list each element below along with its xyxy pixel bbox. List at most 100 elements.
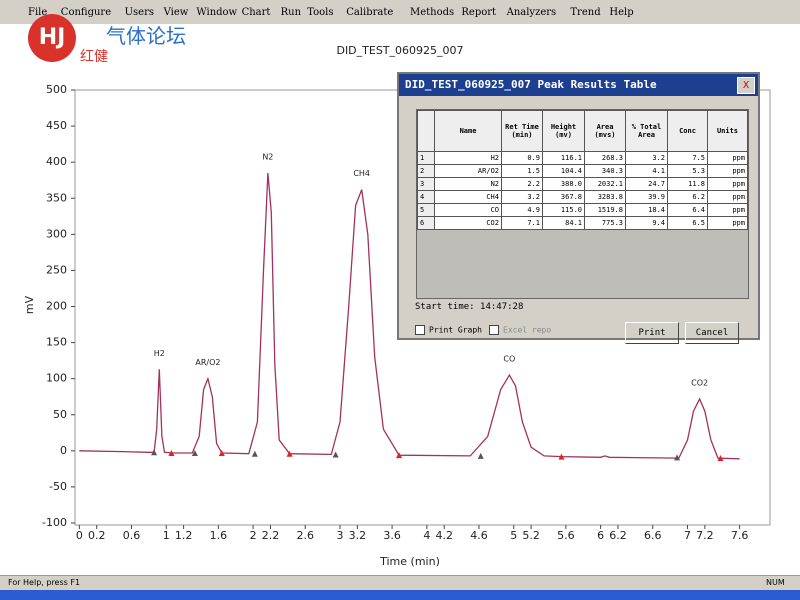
peak-end-marker (558, 453, 565, 460)
menu-item[interactable]: File (28, 7, 48, 18)
table-cell: 1.5 (501, 164, 543, 178)
x-tick-label: 6.2 (609, 529, 627, 542)
peak-end-marker (286, 450, 293, 457)
y-tick-label: 500 (46, 83, 67, 96)
peak-start-marker (251, 450, 258, 457)
table-cell: ppm (707, 177, 748, 191)
table-cell: 775.3 (584, 216, 626, 230)
column-header: Name (434, 110, 502, 152)
column-header: Ret Time (min) (501, 110, 543, 152)
table-cell: 2.2 (501, 177, 543, 191)
table-cell: ppm (707, 190, 748, 204)
watermark-title: 气体论坛 (106, 24, 186, 48)
menu-item[interactable]: View (163, 7, 189, 18)
menu-item[interactable]: Run (280, 7, 302, 18)
row-index: 6 (417, 216, 435, 230)
y-tick-label: -100 (42, 516, 67, 529)
y-tick-label: 400 (46, 155, 67, 168)
table-cell: 104.4 (542, 164, 585, 178)
table-cell: ppm (707, 151, 748, 165)
x-tick-label: 5.6 (557, 529, 575, 542)
menu-item[interactable]: Tools (307, 7, 334, 18)
peak-end-marker (218, 449, 225, 456)
x-tick-label: 4.6 (470, 529, 488, 542)
peak-label: N2 (262, 152, 273, 161)
print-button[interactable]: Print (625, 322, 679, 344)
table-cell: 84.1 (542, 216, 585, 230)
table-cell: 4.9 (501, 203, 543, 217)
x-tick-label: 7 (684, 529, 691, 542)
x-tick-label: 2.2 (262, 529, 280, 542)
column-header: Conc (667, 110, 708, 152)
x-tick-label: 3.6 (383, 529, 401, 542)
row-index: 3 (417, 177, 435, 191)
table-cell: 6.5 (667, 216, 708, 230)
menu-item[interactable]: Users (124, 7, 154, 18)
watermark-subtitle: 红健 (80, 49, 108, 65)
table-cell: 11.8 (667, 177, 708, 191)
row-index: 5 (417, 203, 435, 217)
table-cell: ppm (707, 203, 748, 217)
excel-checkbox[interactable]: Excel repo (489, 325, 551, 335)
checkbox-label: Print Graph (429, 325, 482, 335)
table-cell: 6.4 (667, 203, 708, 217)
peak-label: CO (503, 355, 515, 364)
menu-item[interactable]: Methods (410, 7, 455, 18)
menu-item[interactable]: Configure (60, 7, 112, 18)
table-cell: 115.0 (542, 203, 585, 217)
table-cell: 1519.8 (584, 203, 626, 217)
table-row: 2 AR/O2 1.5 104.4 340.3 4.1 5.3 ppm (417, 164, 748, 178)
start-time: Start time: 14:47:28 (415, 302, 524, 312)
menu-item[interactable]: Report (461, 7, 497, 18)
x-tick-label: 1.2 (175, 529, 193, 542)
table-cell: 2032.1 (584, 177, 626, 191)
print-graph-checkbox[interactable]: Print Graph (415, 325, 482, 335)
table-cell: 116.1 (542, 151, 585, 165)
table-cell: 24.7 (625, 177, 668, 191)
table-row: 1 H2 0.9 116.1 268.3 3.2 7.5 ppm (417, 151, 748, 165)
y-tick-label: 250 (46, 263, 67, 276)
close-button[interactable]: X (737, 77, 755, 94)
status-bar: For Help, press F1 NUM (0, 575, 800, 590)
menu-item[interactable]: Analyzers (506, 7, 557, 18)
menu-bar: File Configure Users View Window Chart Run Tool… (0, 0, 800, 24)
table-box: Name Ret Time (min) Height (mv) Area (mvs)%… (416, 109, 749, 299)
logo: HJ (28, 14, 76, 62)
x-tick-label: 1.6 (210, 529, 228, 542)
x-tick-label: 0 (76, 529, 83, 542)
x-tick-label: 2 (250, 529, 257, 542)
taskbar (0, 590, 800, 600)
table-cell: 9.4 (625, 216, 668, 230)
x-tick-label: 5 (510, 529, 517, 542)
peak-start-marker (674, 454, 681, 461)
column-header: Area (mvs) (584, 110, 626, 152)
peak-end-marker (168, 449, 175, 456)
menu-item[interactable]: Trend (570, 7, 601, 18)
column-header: % Total Area (625, 110, 668, 152)
x-axis-label: Time (min) (379, 555, 440, 568)
y-tick-label: 100 (46, 372, 67, 385)
y-tick-label: 450 (46, 119, 67, 132)
table-cell: 39.9 (625, 190, 668, 204)
y-tick-label: 0 (60, 444, 67, 457)
x-tick-label: 3.2 (349, 529, 367, 542)
x-tick-label: 5.2 (522, 529, 540, 542)
x-tick-label: 4 (423, 529, 430, 542)
menu-item[interactable]: Window (196, 7, 238, 18)
table-cell: 367.8 (542, 190, 585, 204)
y-axis-label: mV (23, 295, 36, 314)
table-cell: CO2 (434, 216, 502, 230)
table-row: 6 CO2 7.1 84.1 775.3 9.4 6.5 ppm (417, 216, 748, 230)
peak-start-marker (477, 452, 484, 459)
status-help: For Help, press F1 (8, 578, 81, 587)
x-tick-label: 6.6 (644, 529, 662, 542)
menu-item[interactable]: Chart (241, 7, 271, 18)
table-row: 3 N2 2.2 388.0 2032.1 24.7 11.8 ppm (417, 177, 748, 191)
cancel-button[interactable]: Cancel (685, 322, 739, 344)
y-tick-label: 300 (46, 227, 67, 240)
menu-item[interactable]: Calibrate (346, 7, 394, 18)
y-tick-label: 50 (53, 408, 67, 421)
table-row: 5 CO 4.9 115.0 1519.8 18.4 6.4 ppm (417, 203, 748, 217)
row-index: 1 (417, 151, 435, 165)
menu-item[interactable]: Help (609, 7, 634, 18)
